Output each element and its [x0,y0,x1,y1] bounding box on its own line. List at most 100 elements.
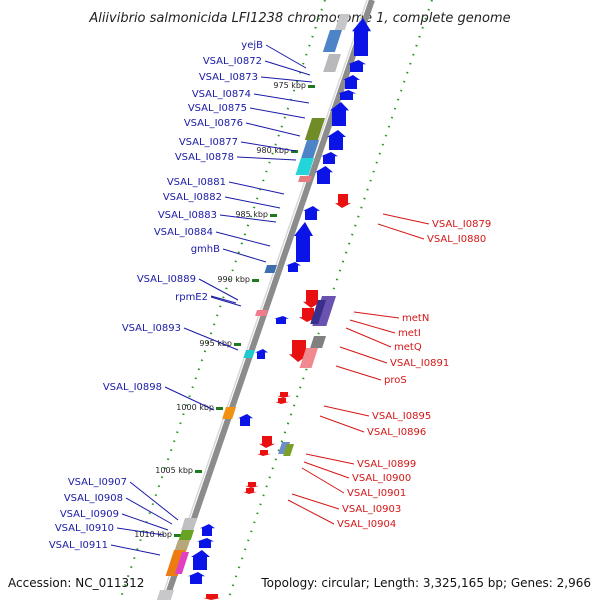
forward-gene-arrow [327,130,346,150]
label-leader-line [253,93,310,104]
reverse-gene-arrow [259,436,275,448]
gene-label: VSAL_I0873 [199,72,258,83]
forward-gene-arrow [255,349,268,359]
reverse-gene-arrow [245,482,259,488]
backbone-outer [163,0,375,600]
gene-label: rpmE2 [175,292,208,303]
gene-block-magenta [174,552,190,574]
gene-block-grey [181,518,198,530]
gene-label: VSAL_I0910 [55,523,114,534]
gene-block-pink [255,310,269,316]
tick-label: 990 kbp [217,275,250,284]
label-leader-line [215,231,271,247]
reverse-gene-arrow [277,392,291,398]
forward-gene-arrow [188,572,205,584]
gene-label: VSAL_I0895 [372,411,431,422]
gene-label: VSAL_I0880 [427,234,486,245]
tick-mark [291,150,298,153]
label-leader-line [222,248,267,263]
label-leader-line [129,481,179,521]
gene-label: yejB [241,40,263,51]
gene-block-indigo [310,300,327,324]
gene-label: VSAL_I0882 [163,192,222,203]
gene-label: VSAL_I0876 [184,118,243,129]
gene-label: proS [384,375,407,386]
label-leader-line [345,327,392,348]
gene-label: VSAL_I0877 [179,137,238,148]
label-leader-line [265,44,307,69]
tick-mark [174,534,181,537]
reverse-gene-arrow [335,194,351,208]
gene-label: VSAL_I0901 [347,488,406,499]
gene-block-blue [264,265,278,273]
gene-block-pink [299,348,319,368]
gene-label: VSAL_I0903 [342,504,401,515]
gene-label: VSAL_I0881 [167,177,226,188]
gene-label: VSAL_I0872 [203,56,262,67]
gene-label: VSAL_I0899 [357,459,416,470]
gene-block-cyan [243,350,256,358]
label-leader-line [240,141,297,152]
forward-strand-labels: yejB VSAL_I0872 VSAL_I0873 VSAL_I0874 VSAL_I… [49,40,313,556]
reverse-strand-labels: VSAL_I0879 VSAL_I0880 metN metI metQ VSAL_I08… [287,213,491,530]
label-leader-line [121,513,169,531]
gene-label: VSAL_I0904 [337,519,396,530]
forward-gene-arrow [330,102,349,126]
label-leader-line [125,497,173,525]
gene-label: VSAL_I0893 [122,323,181,334]
gene-label: gmhB [191,244,220,255]
gene-block-green [283,444,295,456]
gene-block-olive [304,118,326,140]
forward-gene-arrow [303,206,320,220]
tick-marks: 975 kbp 980 kbp 985 kbp 990 kbp 995 kbp 1000 … [134,81,315,539]
gene-label: metI [398,328,421,339]
forward-gene-arrow [286,262,301,272]
reverse-gene-arrow [243,488,257,494]
accession-text: Accession: NC_011312 [8,576,144,590]
gene-block-cyan [295,158,315,175]
gene-label: VSAL_I0883 [158,210,217,221]
gene-block-grey [310,336,327,348]
gene-block-grey [323,54,342,72]
label-leader-line [210,296,242,307]
backbone-highlight [160,0,368,600]
gene-label: VSAL_I0907 [68,477,127,488]
tick-mark [270,214,277,217]
label-leader-line [349,319,396,334]
label-leader-line [210,295,237,304]
forward-gene-arrow [191,550,210,570]
dotted-ring-outer [227,0,433,600]
gene-block-pink [298,176,313,182]
label-leader-line [323,405,370,417]
label-leader-line [301,467,345,494]
label-leader-line [319,415,365,433]
label-leader-line [303,461,350,479]
label-leader-line [339,346,388,364]
forward-gene-arrow [315,166,333,184]
tick-label: 975 kbp [273,81,306,90]
gene-label: VSAL_I0889 [137,274,196,285]
label-leader-line [110,544,161,556]
gene-label: VSAL_I0891 [390,358,449,369]
label-leader-line [245,122,301,137]
forward-gene-arrow [274,316,289,324]
label-leader-line [228,181,285,195]
reverse-gene-arrow [257,450,271,456]
gene-block-grey [156,590,175,600]
tick-mark [234,343,241,346]
label-leader-line [116,527,165,536]
forward-gene-arrow [338,90,356,100]
tick-mark [216,407,223,410]
tick-label: 995 kbp [199,339,232,348]
gene-block-green [178,530,195,540]
label-leader-line [183,327,239,351]
gene-label: VSAL_I0896 [367,427,426,438]
label-leader-line [249,107,306,119]
gene-block-tan [174,540,191,550]
gene-label: VSAL_I0908 [64,493,123,504]
gene-features [156,14,371,600]
label-leader-line [335,365,382,381]
label-leader-line [377,223,425,240]
forward-gene-arrow [238,414,253,426]
gene-label: VSAL_I0911 [49,540,108,551]
